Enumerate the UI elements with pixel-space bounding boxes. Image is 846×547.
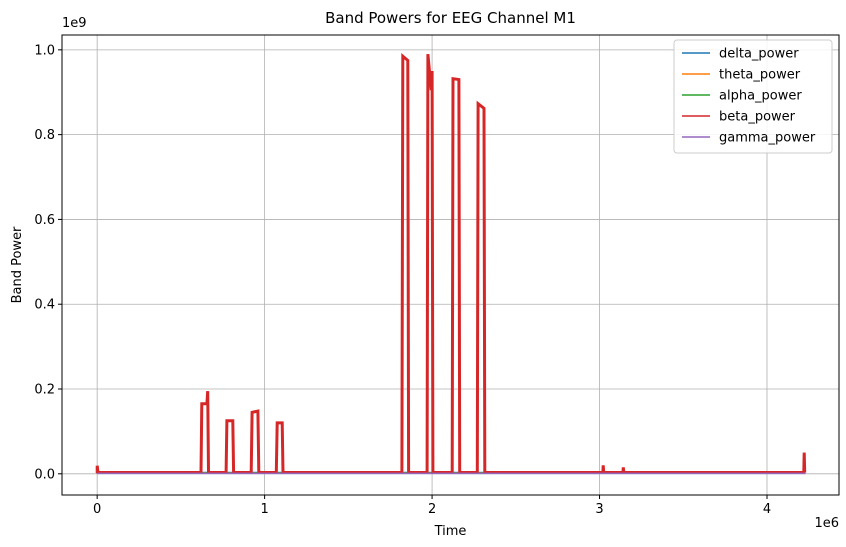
legend: delta_power theta_power alpha_power beta_po… [673,39,833,154]
x-tick-label: 1 [260,502,268,517]
plot-frame [61,34,840,496]
x-tick-label: 0 [93,502,101,517]
y-tick-label: 0.4 [34,298,55,313]
y-axis: 0.0 0.2 0.4 0.6 0.8 1.0 [34,43,62,482]
legend-label: alpha_power [719,89,802,104]
y-tick-label: 0.2 [34,383,55,398]
y-axis-label: Band Power [10,226,25,303]
x-tick-label: 3 [595,502,603,517]
chart-title: Band Powers for EEG Channel M1 [325,9,576,27]
legend-label: delta_power [719,47,799,62]
y-tick-label: 0.8 [34,128,55,143]
x-axis: 0 1 2 3 4 [93,495,771,517]
x-axis-label: Time [434,524,467,539]
y-tick-label: 0.0 [34,467,55,482]
y-offset-text: 1e9 [62,16,87,31]
legend-label: theta_power [719,68,801,83]
legend-label: gamma_power [719,131,816,146]
x-tick-label: 4 [763,502,771,517]
y-tick-label: 0.6 [34,213,55,228]
x-tick-label: 2 [428,502,436,517]
x-offset-text: 1e6 [814,516,839,531]
series-layer [95,52,807,475]
y-tick-label: 1.0 [34,43,55,58]
series-line-beta-power [95,52,807,474]
legend-box [673,39,833,154]
legend-label: beta_power [719,110,796,125]
